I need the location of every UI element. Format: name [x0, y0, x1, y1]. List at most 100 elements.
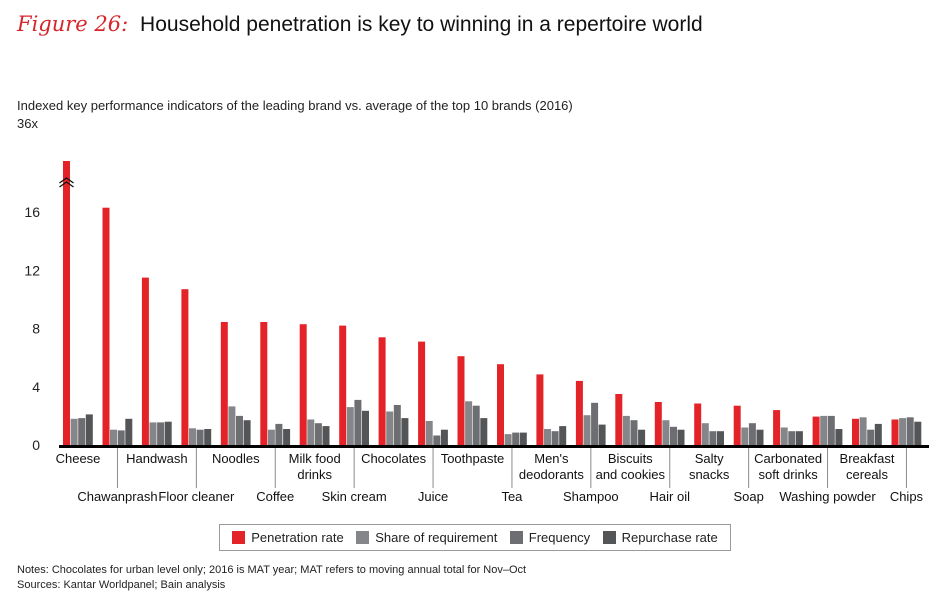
bar-share-of-requirement: [149, 422, 157, 445]
bar-penetration-rate: [891, 419, 899, 445]
bar-repurchase-rate: [559, 426, 567, 445]
legend-swatch-penetration-rate: [232, 531, 246, 544]
y-tick-label: 8: [32, 321, 40, 337]
bar-frequency: [236, 415, 243, 445]
bar-penetration-rate: [63, 161, 70, 445]
y-tick-label: 16: [24, 204, 40, 220]
legend-item-repurchase-rate: Repurchase rate: [602, 530, 718, 545]
category-label: Soap: [733, 489, 763, 504]
figure-title: Figure 26: Household penetration is key …: [17, 12, 703, 37]
bar-frequency: [551, 431, 559, 445]
chart-subtitle: Indexed key performance indicators of th…: [17, 98, 573, 113]
category-label: Chocolates: [361, 451, 427, 466]
category-label: Noodles: [212, 451, 260, 466]
category-labels: Cheese Chawanprash Handwash Floor cleaner No…: [56, 448, 924, 504]
y-axis-ticks: 0 4 8 12 16: [24, 204, 40, 453]
bar-frequency: [748, 423, 756, 445]
bar-frequency: [433, 435, 441, 445]
category-label: Toothpaste: [441, 451, 505, 466]
bar-share-of-requirement: [425, 421, 433, 445]
bar-repurchase-rate: [914, 421, 922, 445]
bar-repurchase-rate: [440, 429, 448, 445]
bar-repurchase-rate: [717, 431, 724, 445]
category-label: Washing powder: [779, 489, 876, 504]
bar-frequency: [196, 429, 204, 445]
bar-frequency: [827, 415, 835, 445]
bar-share-of-requirement: [504, 434, 512, 445]
bar-frequency: [512, 432, 520, 445]
category-label: Carbonated soft drinks: [754, 451, 822, 482]
category-label: Hair oil: [650, 489, 691, 504]
bars: [59, 161, 922, 445]
bar-chart: 0 4 8 12 16 Cheese Chawanprash Handwash Floor c…: [24, 161, 929, 504]
bar-frequency: [867, 429, 875, 445]
legend-item-frequency: Frequency: [509, 530, 591, 545]
x-axis: [59, 445, 929, 448]
bar-penetration-rate: [497, 364, 504, 445]
category-label: Chips: [890, 489, 924, 504]
axis-break-icon: [59, 177, 74, 188]
bar-repurchase-rate: [835, 429, 843, 445]
category-label: Handwash: [126, 451, 187, 466]
bar-repurchase-rate: [243, 420, 251, 445]
legend-label: Penetration rate: [251, 530, 344, 545]
bar-share-of-requirement: [267, 429, 275, 445]
bar-repurchase-rate: [125, 418, 133, 445]
bar-share-of-requirement: [899, 418, 907, 445]
bar-repurchase-rate: [164, 421, 172, 445]
category-label: Breakfast cereals: [840, 451, 895, 482]
category-label: Men's deodorants: [519, 451, 585, 482]
bar-frequency: [117, 430, 125, 445]
bar-penetration-rate: [733, 405, 741, 445]
y-tick-label: 4: [32, 379, 40, 395]
legend-swatch-repurchase-rate: [602, 531, 616, 544]
bar-repurchase-rate: [322, 426, 330, 445]
bar-frequency: [78, 418, 86, 445]
x-axis-line: [59, 445, 929, 448]
bar-share-of-requirement: [189, 428, 196, 445]
bar-frequency: [670, 426, 677, 445]
bar-repurchase-rate: [638, 429, 646, 445]
legend-label: Frequency: [528, 530, 591, 545]
bar-repurchase-rate: [756, 429, 764, 445]
figure-title-text: Household penetration is key to winning …: [140, 13, 703, 36]
legend-label: Repurchase rate: [621, 530, 718, 545]
bar-penetration-rate: [536, 374, 544, 445]
bar-penetration-rate: [654, 402, 662, 445]
bar-frequency: [157, 422, 165, 445]
legend-swatch-frequency: [509, 531, 523, 544]
bar-repurchase-rate: [204, 429, 212, 445]
category-label: Salty snacks: [689, 451, 730, 482]
bar-penetration-rate: [457, 356, 465, 445]
category-label: Floor cleaner: [158, 489, 235, 504]
bar-frequency: [906, 417, 914, 445]
bar-share-of-requirement: [544, 429, 551, 445]
sources-text: Sources: Kantar Worldpanel; Bain analysi…: [17, 579, 226, 591]
bar-penetration-rate: [615, 394, 623, 445]
bar-frequency: [393, 405, 401, 445]
bar-penetration-rate: [694, 403, 702, 445]
bar-share-of-requirement: [465, 401, 473, 445]
bar-share-of-requirement: [307, 419, 315, 445]
category-label: Chawanprash: [77, 489, 157, 504]
bar-share-of-requirement: [622, 415, 630, 445]
bar-penetration-rate: [812, 416, 820, 445]
bar-frequency: [788, 431, 796, 445]
axis-break-label: 36x: [17, 116, 38, 131]
y-tick-label: 12: [24, 262, 40, 278]
bar-penetration-rate: [575, 380, 583, 445]
bar-repurchase-rate: [362, 410, 369, 445]
bar-share-of-requirement: [741, 427, 749, 445]
bar-repurchase-rate: [480, 418, 488, 445]
category-label: Shampoo: [563, 489, 619, 504]
y-tick-label: 0: [32, 437, 40, 453]
bar-frequency: [709, 431, 717, 445]
category-label: Juice: [418, 489, 448, 504]
bar-frequency: [354, 399, 362, 445]
category-label: Milk food drinks: [289, 451, 341, 482]
category-label: Skin cream: [322, 489, 387, 504]
bar-penetration-rate: [102, 207, 110, 445]
bar-repurchase-rate: [519, 432, 527, 445]
bar-penetration-rate: [339, 325, 347, 445]
category-label: Biscuits and cookies: [596, 451, 666, 482]
